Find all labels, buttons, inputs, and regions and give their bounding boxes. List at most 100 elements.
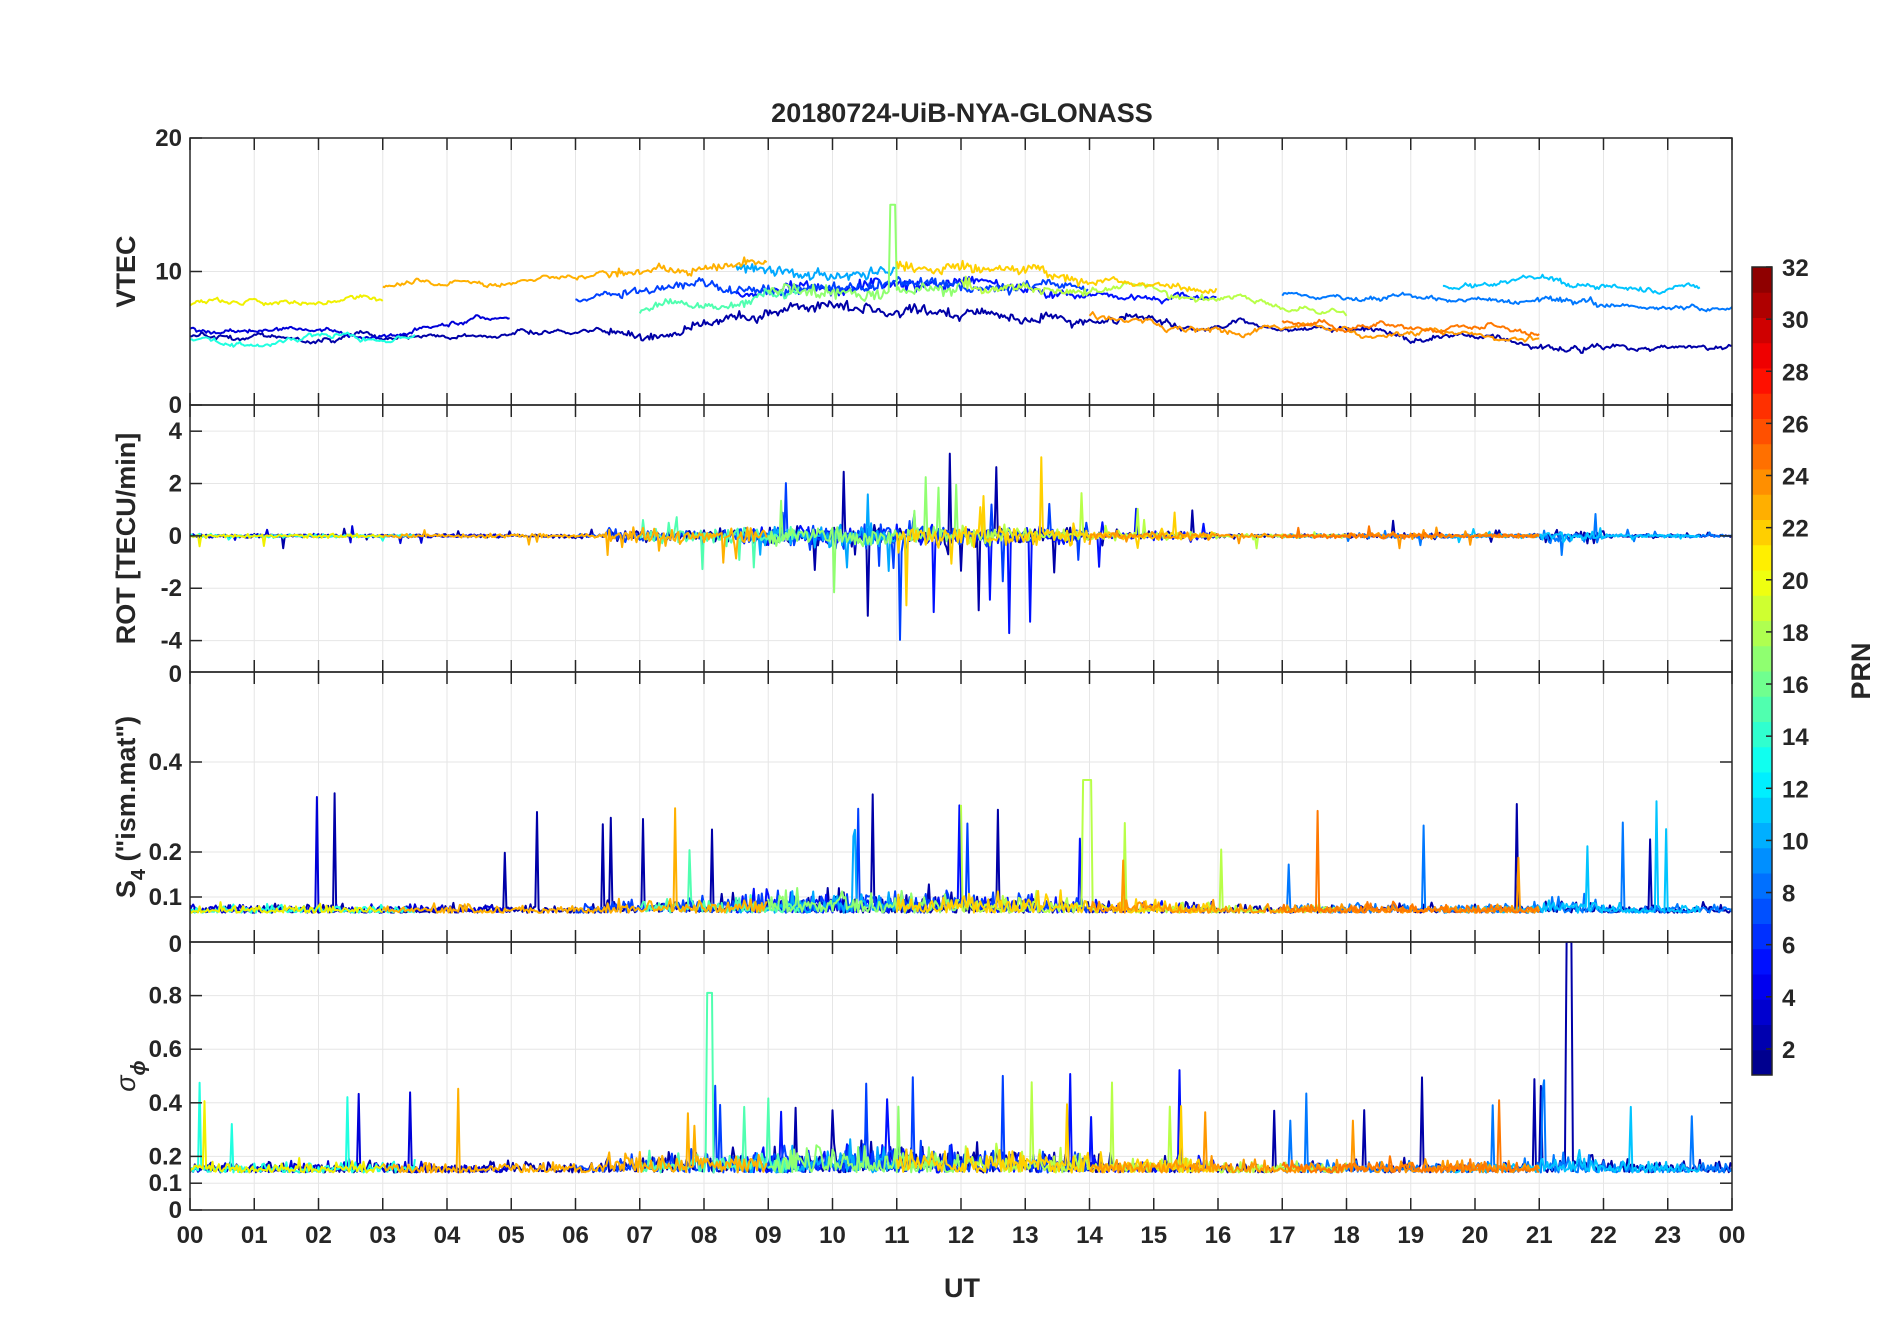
colorbar-swatch [1752,898,1772,924]
x-tick-label: 16 [1205,1222,1232,1249]
x-axis-label: UT [944,1273,980,1303]
colorbar-swatch [1752,544,1772,571]
s4-series-prn-22 [381,807,768,914]
panel-vtec: 0 10 20 VTEC [111,125,1733,419]
rot-series-prn-24 [1282,525,1540,540]
vtec-series-prn-21 [895,259,1218,295]
x-tick-label: 15 [1140,1222,1167,1249]
x-tick-label: 00 [1719,1222,1746,1249]
colorbar-tick-label: 14 [1782,724,1809,751]
s4-y-tick-label: 0.2 [149,839,182,866]
colorbar-tick-label: 20 [1782,568,1809,595]
colorbar-swatch [1752,469,1772,495]
colorbar-swatch [1752,393,1772,419]
colorbar-tick-label: 4 [1782,985,1796,1012]
rot-series-prn-21 [895,456,1218,607]
x-axis: 00 01 02 03 04 05 06 07 08 09 10 11 12 13 14 15 16 17 18 19… [177,1222,1746,1249]
x-tick-label: 01 [241,1222,268,1249]
s4-series-prn-11 [1442,800,1701,914]
x-tick-label: 00 [177,1222,204,1249]
colorbar-label: PRN [1846,642,1876,699]
sigma_phi-y-tick-label: 0.8 [149,983,182,1010]
x-tick-label: 11 [884,1222,909,1249]
colorbar-swatch [1752,974,1772,1000]
colorbar-swatch [1752,696,1772,722]
x-tick-label: 02 [305,1222,332,1249]
colorbar-tick-label: 6 [1782,933,1795,960]
colorbar-swatch [1752,368,1772,394]
vtec-series-prn-10 [735,263,896,281]
s4-y-tick-label: 0.1 [149,884,182,911]
rot-y-tick-label: 2 [169,471,182,498]
colorbar-swatch [1752,317,1772,344]
sigma_phi-series-prn-24 [1281,1099,1540,1174]
vtec-y-tick-label: 10 [155,259,182,286]
colorbar-swatch [1752,570,1772,596]
x-tick-label: 10 [819,1222,846,1249]
sigma_phi-series-group [190,942,1732,1174]
panel-rot: -4 -2 0 2 4 ROT [TECU/min] [111,404,1733,673]
sigma_phi-y-tick-label: 0.1 [149,1170,182,1197]
sigma_phi-series-prn-22 [382,1087,768,1174]
rot-series-prn-20 [190,532,384,548]
vtec-series-prn-18 [960,275,1348,317]
colorbar-tick-label: 30 [1782,307,1809,334]
s4-y-tick-label: 0.4 [149,749,183,776]
colorbar-swatch [1752,948,1772,975]
colorbar-swatch [1752,595,1772,621]
vtec-series-prn-8 [1281,291,1732,313]
colorbar-tick-label: 10 [1782,828,1809,855]
sigma_phi-y-tick-label: 0.6 [149,1036,182,1063]
colorbar-frame [1751,266,1773,1076]
sigma_phi-y-tick-label: 0.2 [149,1143,182,1170]
colorbar-swatch [1752,873,1772,899]
x-tick-label: 13 [1012,1222,1039,1249]
s4-top-tick-label: 0 [169,661,182,688]
s4-series-prn-20 [190,901,383,914]
colorbar-swatch [1752,923,1772,950]
rot-y-tick-label: -4 [161,628,183,655]
colorbar-swatch [1752,721,1772,748]
colorbar-swatch [1752,1049,1772,1076]
chart-title: 20180724-UiB-NYA-GLONASS [771,98,1153,128]
colorbar-tick-label: 32 [1782,255,1809,282]
x-tick-label: 18 [1333,1222,1360,1249]
colorbar-swatch [1752,342,1772,369]
colorbar-swatch [1752,671,1772,697]
x-tick-label: 19 [1397,1222,1424,1249]
colorbar-swatch [1752,999,1772,1025]
colorbar-swatch [1752,797,1772,823]
colorbar-tick-label: 12 [1782,776,1809,803]
s4-series-prn-21 [895,889,1217,914]
vtec-y-label: VTEC [111,235,141,307]
colorbar-tick-label: 2 [1782,1037,1795,1064]
colorbar-swatch [1752,494,1772,520]
sigma_phi-series-prn-11 [1442,1105,1701,1174]
colorbar-tick-label: 26 [1782,411,1809,438]
vtec-series-prn-2 [190,299,1732,354]
x-tick-label: 09 [755,1222,782,1249]
s4-y-label: S4 ("ism.mat") [111,716,150,898]
x-tick-label: 08 [691,1222,718,1249]
sigma_phi-top-tick-label: 0 [169,931,182,958]
vtec-y-tick-label: 20 [155,125,182,152]
colorbar-tick-label: 24 [1782,464,1809,491]
vtec-series-prn-13 [190,331,416,348]
rot-y-tick-label: -2 [161,575,182,602]
sigma_phi-y-tick-label: 0.4 [149,1090,183,1117]
x-tick-label: 14 [1076,1222,1103,1249]
colorbar-swatch [1752,519,1772,546]
sigma_phi-series-prn-17 [767,1105,961,1174]
vtec-series-prn-15 [638,286,800,314]
vtec-series-prn-22 [382,256,768,289]
rot-y-tick-label: 4 [169,418,183,445]
s4-series-prn-24 [1281,809,1540,914]
sigma_phi-series-prn-13 [190,1081,416,1174]
colorbar-swatch [1752,292,1772,318]
vtec-grid [189,137,1733,406]
panel-s4: 0.1 0.2 0.4 0 S4 ("ism.mat") [111,661,1733,943]
